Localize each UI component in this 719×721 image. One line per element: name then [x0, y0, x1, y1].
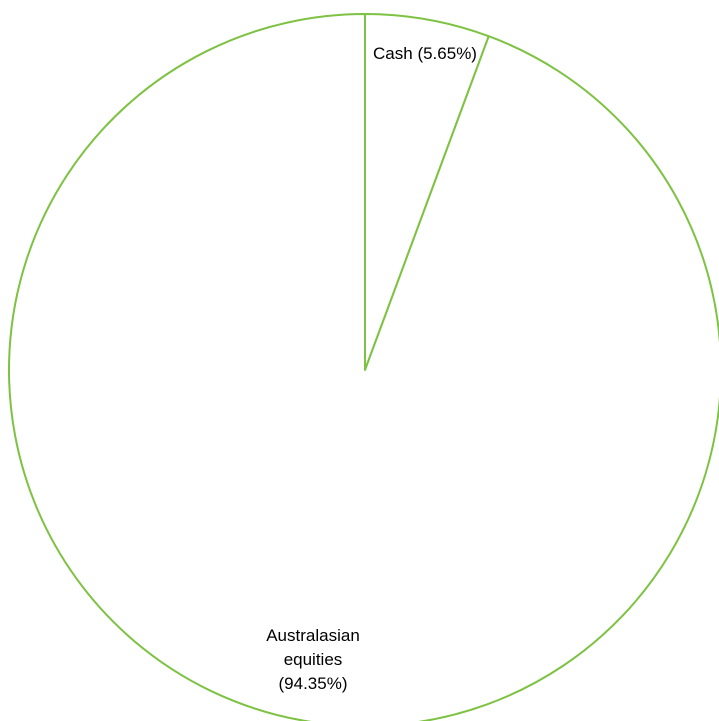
slice-label-australasian-equities: Australasian equities (94.35%)	[266, 626, 360, 693]
slice-label-cash: Cash (5.65%)	[373, 44, 477, 63]
pie-slice-cash	[364, 13, 490, 371]
slice-label-line: (94.35%)	[279, 674, 348, 693]
pie-slices	[8, 13, 719, 721]
slice-label-line: Cash (5.65%)	[373, 44, 477, 63]
pie-labels: Cash (5.65%) Australasian equities (94.35%)	[266, 44, 477, 693]
slice-label-line: Australasian	[266, 626, 360, 645]
pie-slice-australasian-equities	[8, 13, 719, 721]
slice-label-line: equities	[284, 650, 343, 669]
